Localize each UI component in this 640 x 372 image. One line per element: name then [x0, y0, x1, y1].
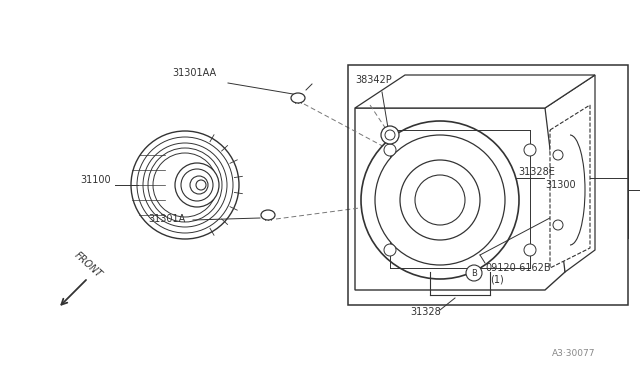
Ellipse shape [175, 163, 219, 207]
Ellipse shape [291, 93, 305, 103]
Circle shape [524, 144, 536, 156]
Circle shape [385, 130, 395, 140]
Text: A3·30077: A3·30077 [552, 349, 595, 358]
Bar [348, 65, 628, 305]
Text: 09120-6162B: 09120-6162B [485, 263, 550, 273]
Ellipse shape [375, 135, 505, 265]
Text: 31300: 31300 [545, 180, 575, 190]
Polygon shape [355, 75, 595, 108]
Circle shape [524, 244, 536, 256]
Ellipse shape [181, 169, 213, 201]
Text: B: B [471, 269, 477, 278]
Polygon shape [550, 105, 590, 268]
Circle shape [553, 150, 563, 160]
Circle shape [384, 244, 396, 256]
Text: 31301A: 31301A [148, 214, 185, 224]
Ellipse shape [261, 210, 275, 220]
Ellipse shape [190, 176, 208, 194]
Ellipse shape [415, 175, 465, 225]
Ellipse shape [196, 180, 206, 190]
Polygon shape [355, 108, 565, 290]
Polygon shape [545, 75, 595, 272]
Circle shape [553, 220, 563, 230]
Circle shape [466, 265, 482, 281]
Circle shape [384, 144, 396, 156]
Ellipse shape [361, 121, 519, 279]
Text: (1): (1) [490, 275, 504, 285]
Text: 38342P: 38342P [355, 75, 392, 85]
Circle shape [381, 126, 399, 144]
Ellipse shape [400, 160, 480, 240]
Text: 31301AA: 31301AA [172, 68, 216, 78]
Text: FRONT: FRONT [72, 250, 104, 280]
Text: 31328: 31328 [410, 307, 441, 317]
Text: 31100: 31100 [80, 175, 111, 185]
Text: 31328E: 31328E [518, 167, 555, 177]
